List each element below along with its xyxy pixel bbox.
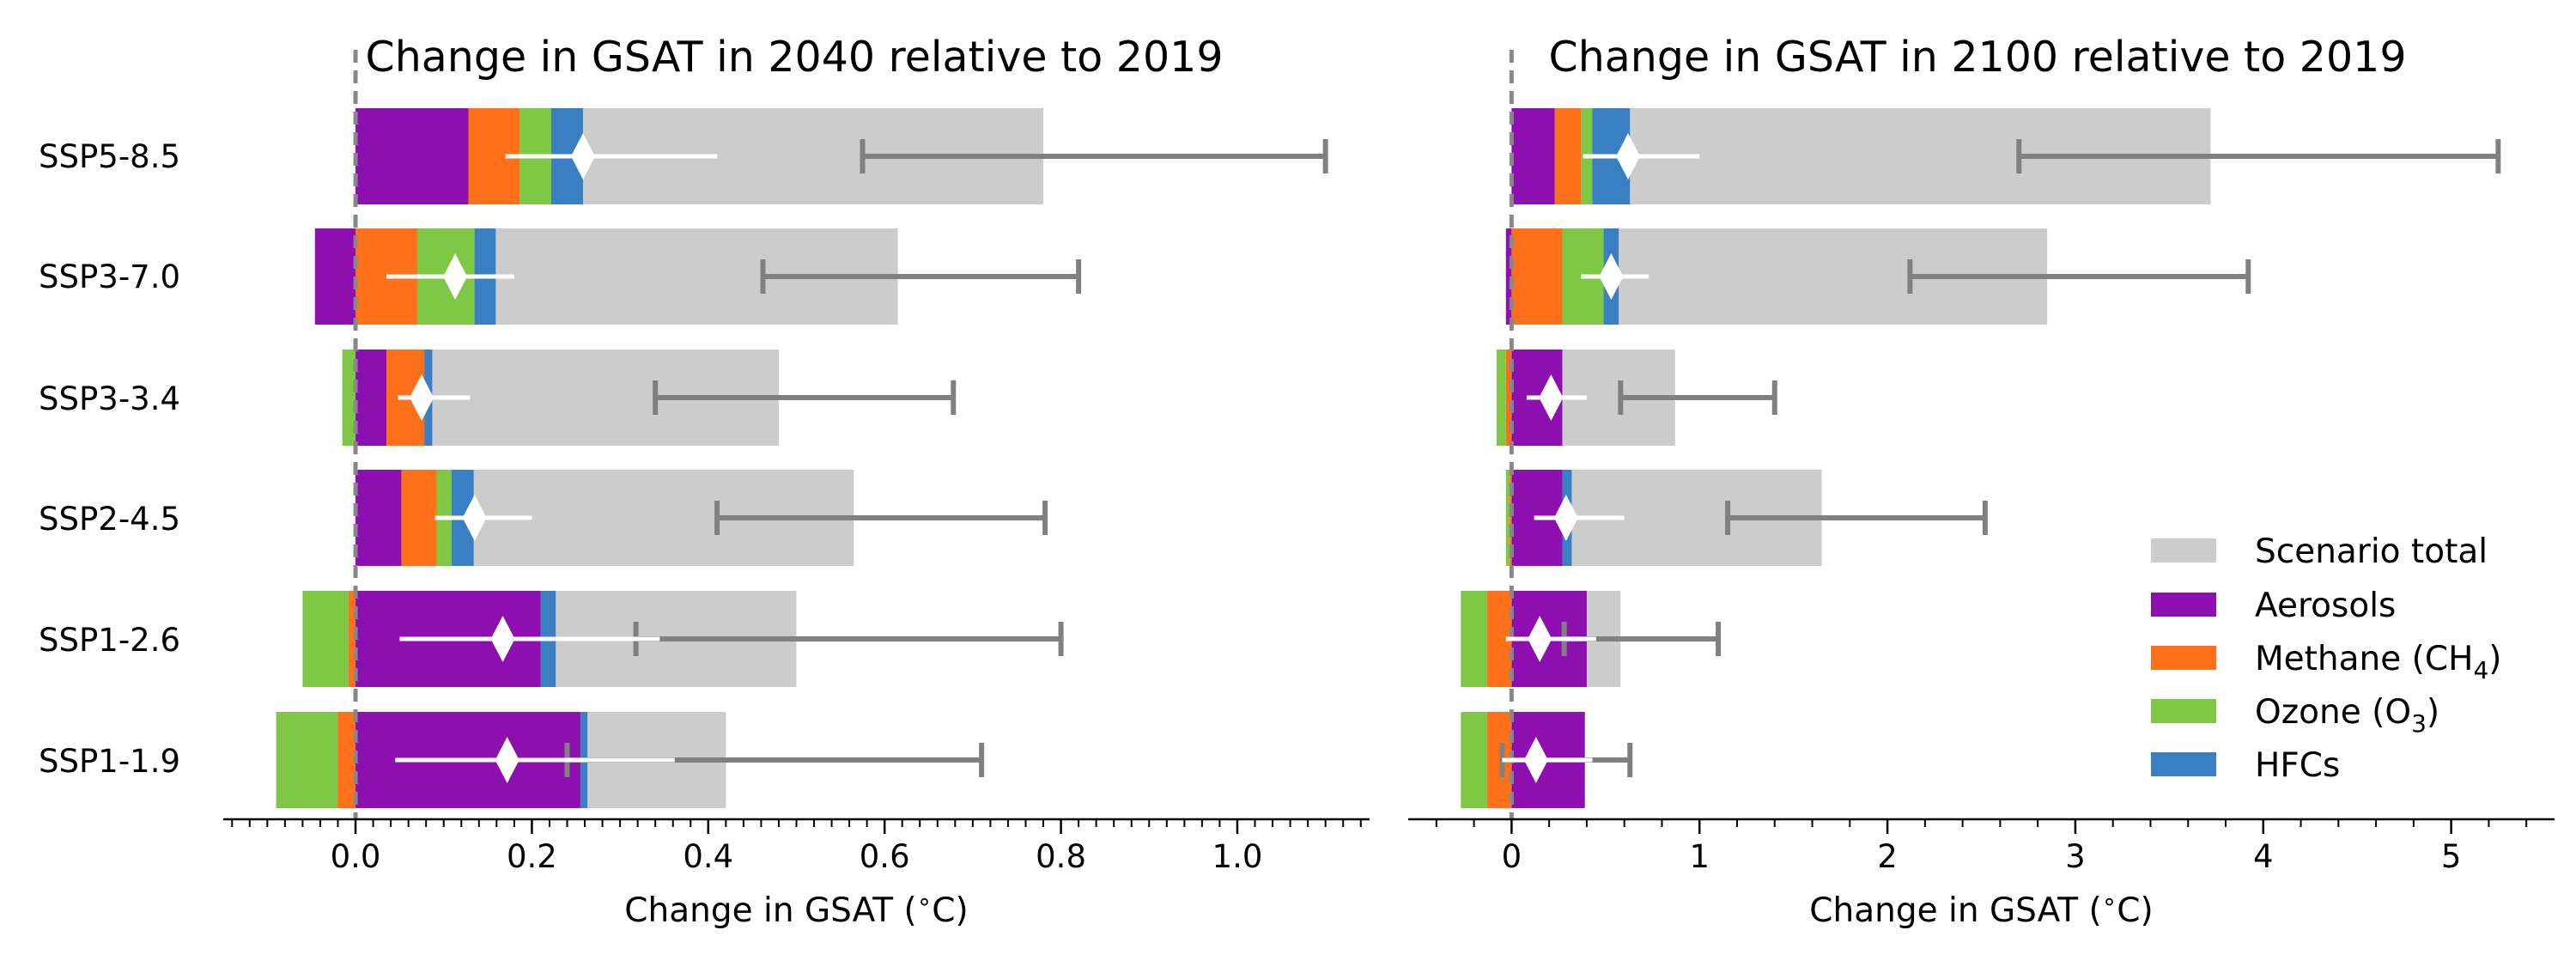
legend: Scenario total Aerosols Methane (CH4) Oz… (2151, 532, 2501, 785)
scenario-label: SSP1-1.9 (39, 743, 180, 780)
legend-label-ozone: Ozone (O3) (2255, 693, 2439, 738)
x-tick-label: 0.6 (860, 838, 910, 875)
scenario-labels: SSP5-8.5 SSP3-7.0 SSP3-3.4 SSP2-4.5 SSP1… (39, 138, 180, 780)
methane-bar (1511, 228, 1563, 325)
scenario-label: SSP3-3.4 (39, 380, 180, 417)
ozone-bar (1496, 350, 1506, 446)
legend-label-scenario-total: Scenario total (2255, 532, 2488, 571)
composite-total-diamond (1616, 133, 1641, 179)
aerosols-bar (355, 470, 402, 566)
x-tick-label: 0.0 (331, 838, 381, 875)
x-tick-label: 2 (1877, 838, 1898, 875)
x-axis-label: Change in GSAT (∘C) (624, 887, 968, 930)
methane-bar (1510, 470, 1512, 566)
ozone-bar (1461, 591, 1487, 687)
ozone-bar (342, 350, 356, 446)
legend-swatch-methane (2151, 646, 2216, 670)
x-tick-label: 3 (2065, 838, 2086, 875)
aerosols-bar (355, 350, 386, 446)
composite-total-diamond (410, 374, 434, 421)
composite-total-diamond (462, 495, 487, 541)
legend-swatch-ozone (2151, 699, 2216, 723)
x-tick-label: 0.4 (683, 838, 733, 875)
composite-total-diamond (570, 133, 595, 179)
methane-bar (348, 591, 356, 687)
x-tick-label: 0.2 (507, 838, 557, 875)
methane-bar (337, 712, 356, 808)
legend-swatch-scenario-total (2151, 538, 2216, 562)
composite-total-diamond (1528, 616, 1552, 662)
x-tick-label: 0 (1502, 838, 1522, 875)
composite-total-diamond (1553, 495, 1578, 541)
legend-swatch-hfcs (2151, 752, 2216, 776)
x-tick-label: 1.0 (1212, 838, 1263, 875)
panel-title-2040: Change in GSAT in 2040 relative to 2019 (365, 33, 1223, 82)
x-tick-label: 0.8 (1036, 838, 1086, 875)
methane-bar (401, 470, 437, 566)
composite-total-diamond (1599, 253, 1624, 300)
aerosols-bar (1511, 108, 1555, 204)
aerosols-bar (314, 228, 356, 325)
composite-total-diamond (1523, 737, 1548, 783)
x-tick-label: 5 (2441, 838, 2462, 875)
scenario-label: SSP1-2.6 (39, 622, 180, 659)
legend-label-hfcs: HFCs (2255, 746, 2340, 785)
panel-2100: Change in GSAT in 2100 relative to 2019 … (1408, 33, 2555, 930)
x-tick-label: 4 (2253, 838, 2274, 875)
scenario-label: SSP2-4.5 (39, 501, 180, 538)
x-tick-label: 1 (1689, 838, 1710, 875)
methane-bar (1505, 350, 1512, 446)
panel-2040: Change in GSAT in 2040 relative to 2019 … (223, 33, 1370, 930)
ozone-bar (276, 712, 338, 808)
legend-swatch-aerosols (2151, 593, 2216, 617)
ozone-bar (1461, 712, 1487, 808)
legend-label-aerosols: Aerosols (2255, 587, 2396, 625)
x-axis-label: Change in GSAT (∘C) (1809, 887, 2153, 930)
methane-bar (1554, 108, 1582, 204)
legend-label-methane: Methane (CH4) (2255, 640, 2501, 684)
scenario-label: SSP5-8.5 (39, 138, 180, 175)
composite-total-diamond (443, 253, 468, 300)
composite-total-diamond (490, 616, 515, 662)
composite-total-diamond (495, 737, 519, 783)
composite-total-diamond (1539, 374, 1564, 421)
scenario-label: SSP3-7.0 (39, 258, 180, 295)
aerosols-bar (355, 108, 469, 204)
panel-title-2100: Change in GSAT in 2100 relative to 2019 (1548, 33, 2406, 82)
ozone-bar (1505, 470, 1510, 566)
aerosols-bar (1505, 228, 1512, 325)
ozone-bar (302, 591, 349, 687)
